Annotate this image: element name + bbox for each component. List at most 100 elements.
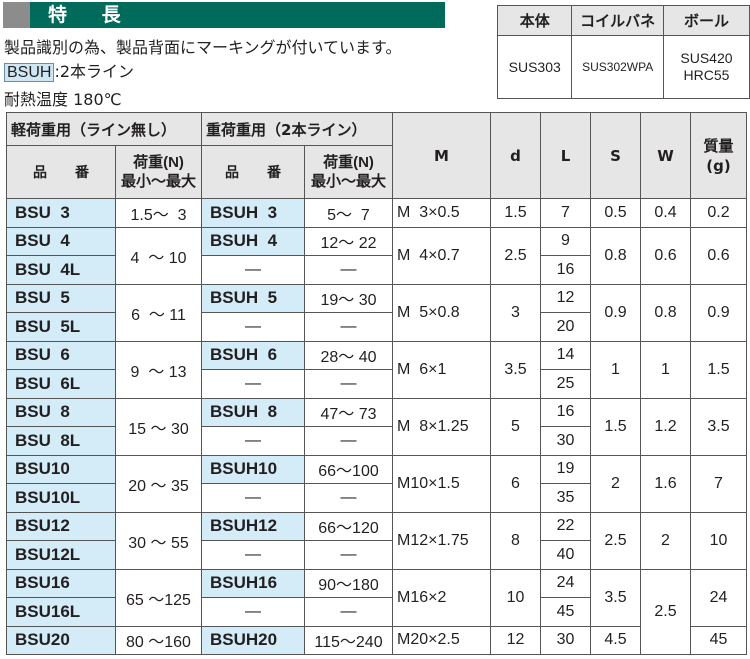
part-number-heavy: BSUH 8 bbox=[201, 397, 305, 427]
dimension-w: 2 bbox=[640, 511, 691, 570]
dimension-d: 12 bbox=[490, 625, 541, 655]
load-range-heavy: 66～100 bbox=[304, 454, 393, 484]
dimension-l: 19 bbox=[540, 454, 591, 484]
part-number-heavy: BSUH16 bbox=[201, 568, 305, 598]
part-number-light: BSU 4L bbox=[6, 255, 116, 285]
dimension-s: 0.8 bbox=[590, 226, 641, 285]
part-number-heavy: BSUH 4 bbox=[201, 226, 305, 256]
dimension-s: 4.5 bbox=[590, 625, 641, 655]
thread-size: M10×1.5 bbox=[392, 454, 491, 513]
part-number-heavy: BSUH10 bbox=[201, 454, 305, 484]
load-label: 荷重(N) bbox=[323, 154, 374, 171]
dimension-l: 22 bbox=[540, 511, 591, 541]
load-range-heavy: 5～ 7 bbox=[304, 198, 393, 228]
table-row: BSU 6L — — 25 bbox=[6, 369, 747, 399]
dimension-w: 0.6 bbox=[640, 226, 691, 285]
dimension-d: 3 bbox=[490, 283, 541, 342]
dimension-l: 30 bbox=[540, 426, 591, 456]
load-range-light: 9 ～ 13 bbox=[115, 340, 202, 399]
table-row: BSU 5L — — 20 bbox=[6, 312, 747, 342]
title-square-decoration bbox=[3, 2, 30, 28]
mass-label: 質量 bbox=[703, 136, 734, 155]
load-range-light: 20 ～ 35 bbox=[115, 454, 202, 513]
table-row: BSU10L — — 35 bbox=[6, 483, 747, 513]
mass: 7 bbox=[690, 454, 747, 513]
table-row: BSU10 20 ～ 35 BSUH10 66～100 M10×1.5 6 19 2 1.6 7 bbox=[6, 454, 747, 513]
dimension-l: 16 bbox=[540, 397, 591, 427]
col-header-load-light: 荷重(N) 最小～最大 bbox=[115, 145, 202, 199]
part-number-heavy: — bbox=[201, 312, 305, 342]
dimension-l: 7 bbox=[540, 198, 591, 228]
col-header-m: M bbox=[392, 112, 491, 199]
load-range-light: 4 ～ 10 bbox=[115, 226, 202, 285]
load-range-heavy: — bbox=[304, 426, 393, 456]
col-header-d: d bbox=[490, 112, 541, 199]
load-range-heavy: 19～ 30 bbox=[304, 283, 393, 313]
dimension-s: 1 bbox=[590, 340, 641, 399]
dimension-w: 1.6 bbox=[640, 454, 691, 513]
load-range-heavy: — bbox=[304, 597, 393, 627]
load-range-label: 最小～最大 bbox=[120, 173, 196, 190]
part-number-light: BSU 8 bbox=[6, 397, 116, 427]
col-header-load-heavy: 荷重(N) 最小～最大 bbox=[304, 145, 393, 199]
dimension-s: 1.5 bbox=[590, 397, 641, 456]
dimension-d: 6 bbox=[490, 454, 541, 513]
load-range-heavy: 115～240 bbox=[304, 625, 393, 655]
part-number-heavy: BSUH 3 bbox=[201, 198, 305, 228]
part-number-light: BSU12L bbox=[6, 540, 116, 570]
dimension-l: 9 bbox=[540, 226, 591, 256]
part-number-light: BSU 5 bbox=[6, 283, 116, 313]
load-range-heavy: — bbox=[304, 312, 393, 342]
table-row: BSU16L — — 45 bbox=[6, 597, 747, 627]
part-number-heavy: BSUH 5 bbox=[201, 283, 305, 313]
table-row: BSU12 30 ～ 55 BSUH12 66～120 M12×1.75 8 22 2.5 2 1… bbox=[6, 511, 747, 570]
group-header-light: 軽荷重用（ライン無し） bbox=[6, 112, 202, 146]
dimension-w: 2.5 bbox=[640, 568, 691, 655]
part-number-heavy: BSUH12 bbox=[201, 511, 305, 541]
load-range-light: 80 ～160 bbox=[115, 625, 202, 655]
dimension-d: 1.5 bbox=[490, 198, 541, 228]
materials-table: 本体 コイルバネ ボール SUS303 SUS302WPA SUS420 HRC… bbox=[496, 5, 750, 99]
dimension-d: 10 bbox=[490, 568, 541, 627]
col-header-mass: 質量 (g) bbox=[690, 112, 747, 199]
part-number-light: BSU 8L bbox=[6, 426, 116, 456]
part-number-heavy: — bbox=[201, 369, 305, 399]
dimension-w: 1.2 bbox=[640, 397, 691, 456]
material-header: 本体 bbox=[496, 5, 573, 36]
thread-size: M16×2 bbox=[392, 568, 491, 627]
section-title: 特 長 bbox=[48, 4, 135, 26]
table-row: BSU16 65 ～125 BSUH16 90～180 M16×2 10 24 3.5 2.5 2… bbox=[6, 568, 747, 655]
feature-marking: 製品識別の為、製品背面にマーキングが付いています。 bbox=[4, 38, 402, 57]
col-header-part-light: 品 番 bbox=[6, 145, 116, 199]
mass: 0.2 bbox=[690, 198, 747, 228]
thread-size: M 3×0.5 bbox=[392, 198, 491, 228]
load-range-heavy: — bbox=[304, 540, 393, 570]
dimension-l: 25 bbox=[540, 369, 591, 399]
part-number-light: BSU 3 bbox=[6, 198, 116, 228]
part-number-light: BSU12 bbox=[6, 511, 116, 541]
mass: 3.5 bbox=[690, 397, 747, 456]
dimension-w: 0.4 bbox=[640, 198, 691, 228]
dimension-d: 2.5 bbox=[490, 226, 541, 285]
mass: 0.6 bbox=[690, 226, 747, 285]
load-range-heavy: — bbox=[304, 369, 393, 399]
part-number-light: BSU 5L bbox=[6, 312, 116, 342]
material-header: ボール bbox=[662, 5, 750, 36]
load-range-heavy: 66～120 bbox=[304, 511, 393, 541]
thread-size: M 6×1 bbox=[392, 340, 491, 399]
col-header-part-heavy: 品 番 bbox=[201, 145, 305, 199]
part-number-light: BSU 6L bbox=[6, 369, 116, 399]
mass: 0.9 bbox=[690, 283, 747, 342]
part-number-heavy: BSUH20 bbox=[201, 625, 305, 655]
thread-size: M 8×1.25 bbox=[392, 397, 491, 456]
load-range-heavy: 28～ 40 bbox=[304, 340, 393, 370]
section-title-bar: 特 長 bbox=[3, 2, 445, 28]
badge-description: :2本ライン bbox=[54, 62, 135, 81]
thread-size: M20×2.5 bbox=[392, 625, 491, 655]
table-row: BSU 8L — — 30 bbox=[6, 426, 747, 456]
dimension-l: 14 bbox=[540, 340, 591, 370]
